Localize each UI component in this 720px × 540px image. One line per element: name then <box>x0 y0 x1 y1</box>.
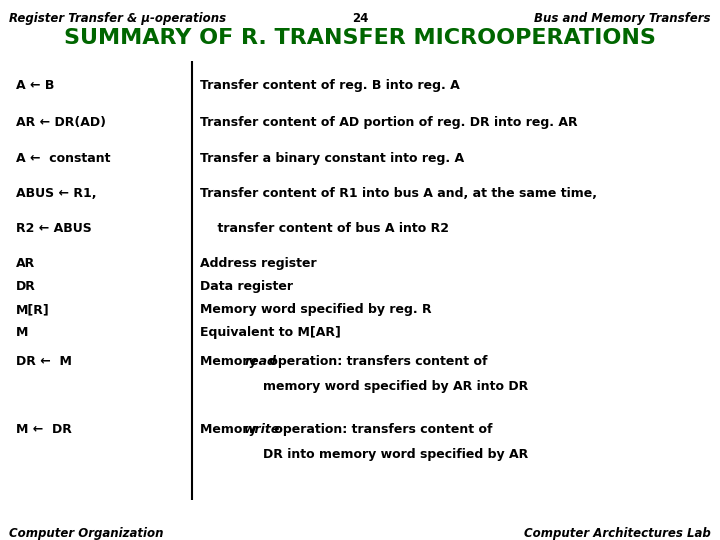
Text: Memory: Memory <box>200 355 261 368</box>
Text: memory word specified by AR into DR: memory word specified by AR into DR <box>264 380 528 393</box>
Text: Computer Architectures Lab: Computer Architectures Lab <box>524 526 711 539</box>
Text: read: read <box>244 355 276 368</box>
Text: M[R]: M[R] <box>17 303 50 316</box>
Text: Register Transfer & μ-operations: Register Transfer & μ-operations <box>9 12 227 25</box>
Text: Address register: Address register <box>200 258 317 271</box>
Text: Memory: Memory <box>200 423 261 436</box>
Text: Equivalent to M[AR]: Equivalent to M[AR] <box>200 326 341 339</box>
Text: M: M <box>17 326 29 339</box>
Text: Transfer content of R1 into bus A and, at the same time,: Transfer content of R1 into bus A and, a… <box>200 187 597 200</box>
Text: DR ←  M: DR ← M <box>17 355 72 368</box>
Text: AR: AR <box>17 258 35 271</box>
Text: A ← B: A ← B <box>17 78 55 92</box>
Text: 24: 24 <box>352 12 368 25</box>
Text: M ←  DR: M ← DR <box>17 423 72 436</box>
Text: Memory word specified by reg. R: Memory word specified by reg. R <box>200 303 432 316</box>
Text: Data register: Data register <box>200 280 293 293</box>
Text: Transfer content of AD portion of reg. DR into reg. AR: Transfer content of AD portion of reg. D… <box>200 116 577 129</box>
Text: Transfer a binary constant into reg. A: Transfer a binary constant into reg. A <box>200 152 464 165</box>
Text: A ←  constant: A ← constant <box>17 152 111 165</box>
Text: DR into memory word specified by AR: DR into memory word specified by AR <box>264 448 528 461</box>
Text: write: write <box>244 423 281 436</box>
Text: DR: DR <box>17 280 36 293</box>
Text: operation: transfers content of: operation: transfers content of <box>266 355 488 368</box>
Text: Computer Organization: Computer Organization <box>9 526 164 539</box>
Text: SUMMARY OF R. TRANSFER MICROOPERATIONS: SUMMARY OF R. TRANSFER MICROOPERATIONS <box>64 28 656 49</box>
Text: Transfer content of reg. B into reg. A: Transfer content of reg. B into reg. A <box>200 78 460 92</box>
Text: AR ← DR(AD): AR ← DR(AD) <box>17 116 107 129</box>
Text: transfer content of bus A into R2: transfer content of bus A into R2 <box>200 222 449 235</box>
Text: Bus and Memory Transfers: Bus and Memory Transfers <box>534 12 711 25</box>
Text: R2 ← ABUS: R2 ← ABUS <box>17 222 92 235</box>
Text: operation: transfers content of: operation: transfers content of <box>270 423 492 436</box>
Text: ABUS ← R1,: ABUS ← R1, <box>17 187 97 200</box>
